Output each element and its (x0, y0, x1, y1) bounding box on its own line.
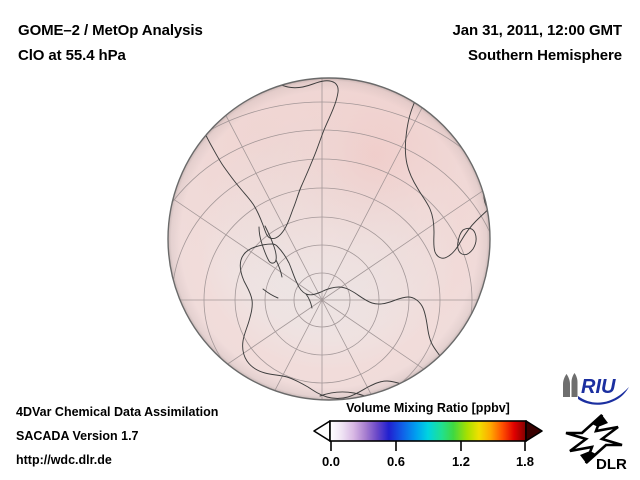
hemisphere-label: Southern Hemisphere (468, 47, 622, 64)
footer-method-label: 4DVar Chemical Data Assimilation (16, 405, 219, 419)
colorbar: Volume Mixing Ratio [ppbv] (312, 400, 544, 471)
timestamp-label: Jan 31, 2011, 12:00 GMT (452, 22, 623, 39)
header-left: GOME–2 / MetOp Analysis ClO at 55.4 hPa (18, 18, 203, 68)
coastline-bottom-arc (319, 391, 382, 400)
globe-graticule (168, 78, 490, 400)
colorbar-tick-label-0: 0.0 (322, 454, 340, 469)
dlr-mark-fill (580, 415, 608, 463)
coastline-island-bottom (285, 401, 308, 404)
coastline-australia (483, 155, 490, 221)
globe-outline (167, 77, 491, 401)
footer-version-label: SACADA Version 1.7 (16, 429, 139, 443)
riu-tower-icon (563, 373, 578, 397)
colorbar-ticks (330, 441, 526, 451)
colorbar-under-arrow (313, 420, 331, 442)
riu-swoosh-icon (578, 387, 629, 405)
page-title: GOME–2 / MetOp Analysis (18, 22, 203, 39)
colorbar-over-arrow (525, 420, 543, 442)
colorbar-tick-label-3: 1.8 (516, 454, 534, 469)
coastline-south-america (194, 78, 339, 239)
colorbar-tick-label-2: 1.2 (452, 454, 470, 469)
globe-map-panel[interactable] (0, 60, 640, 410)
coastline-africa (404, 78, 490, 259)
colorbar-title: Volume Mixing Ratio [ppbv] (346, 401, 510, 415)
coastline-madagascar (457, 227, 477, 256)
coastline-new-zealand (519, 229, 531, 247)
footer-url-link[interactable]: http://wdc.dlr.de (16, 453, 112, 467)
colorbar-scale[interactable]: 0.0 0.6 1.2 1.8 (312, 419, 544, 471)
dlr-logo-text: DLR (596, 456, 627, 471)
globe-data-field (168, 78, 490, 400)
colorbar-tick-label-1: 0.6 (387, 454, 405, 469)
dlr-logo[interactable]: DLR (562, 413, 636, 471)
footer-left: 4DVar Chemical Data Assimilation SACADA … (16, 400, 218, 472)
colorbar-gradient (329, 420, 527, 442)
globe-meridians (168, 78, 490, 400)
riu-logo[interactable]: RIU (558, 373, 636, 407)
riu-logo-text: RIU (581, 376, 616, 398)
header-right: Jan 31, 2011, 12:00 GMT Southern Hemisph… (452, 18, 623, 68)
orthographic-globe[interactable] (0, 60, 640, 410)
page-subtitle: ClO at 55.4 hPa (18, 47, 126, 64)
